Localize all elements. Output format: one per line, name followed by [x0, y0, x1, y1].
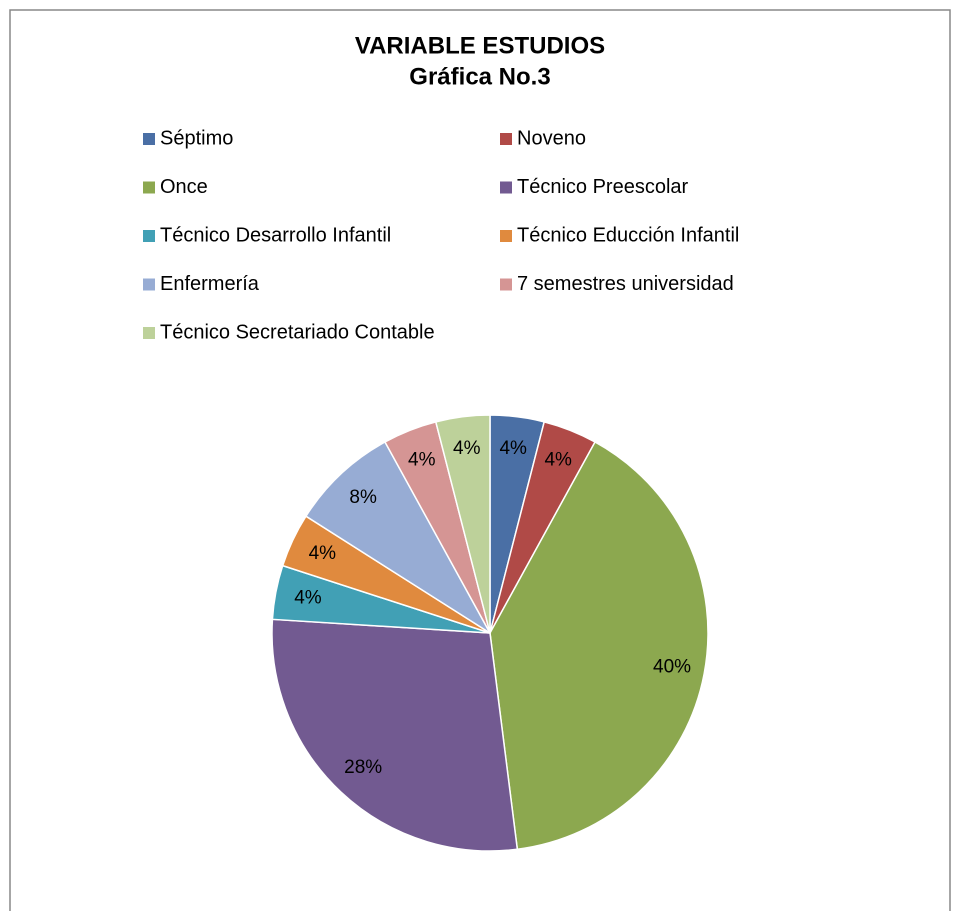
- legend-swatch: [143, 278, 155, 291]
- legend-label: Técnico Secretariado Contable: [160, 321, 435, 343]
- legend-label: Técnico Educción Infantil: [517, 224, 739, 246]
- pie-slice: [304, 440, 491, 634]
- legend-swatch: [500, 230, 512, 242]
- data-label: 40%: [653, 657, 691, 678]
- legend-swatch: [143, 133, 155, 145]
- legend-label: Técnico Desarrollo Infantil: [160, 224, 391, 246]
- legend-label: Noveno: [517, 127, 586, 149]
- legend-label: Enfermería: [160, 273, 260, 295]
- legend-swatch: [143, 327, 155, 339]
- data-label: 4%: [408, 450, 436, 471]
- legend-label: Séptimo: [160, 127, 233, 149]
- legend-label: Once: [160, 176, 208, 198]
- chart-subtitle: Gráfica No.3: [409, 63, 550, 90]
- legend-swatch: [143, 230, 155, 242]
- data-label: 4%: [544, 450, 572, 471]
- legend-swatch: [500, 181, 512, 194]
- chart-border: [9, 9, 951, 911]
- legend-swatch: [500, 133, 512, 145]
- data-label: 4%: [309, 543, 337, 564]
- legend-swatch: [500, 278, 512, 291]
- data-label: 4%: [294, 587, 322, 608]
- legend-swatch: [143, 181, 155, 194]
- pie-slice: [489, 440, 709, 851]
- pie-slice: [271, 618, 519, 852]
- data-label: 4%: [453, 438, 481, 459]
- legend-label: Técnico Preescolar: [517, 176, 689, 198]
- data-label: 8%: [349, 487, 377, 508]
- chart-title: VARIABLE ESTUDIOS: [355, 32, 605, 59]
- legend-label: 7 semestres universidad: [517, 273, 734, 295]
- data-label: 4%: [499, 438, 527, 459]
- data-label: 28%: [344, 757, 382, 778]
- pie-slice: [434, 414, 491, 634]
